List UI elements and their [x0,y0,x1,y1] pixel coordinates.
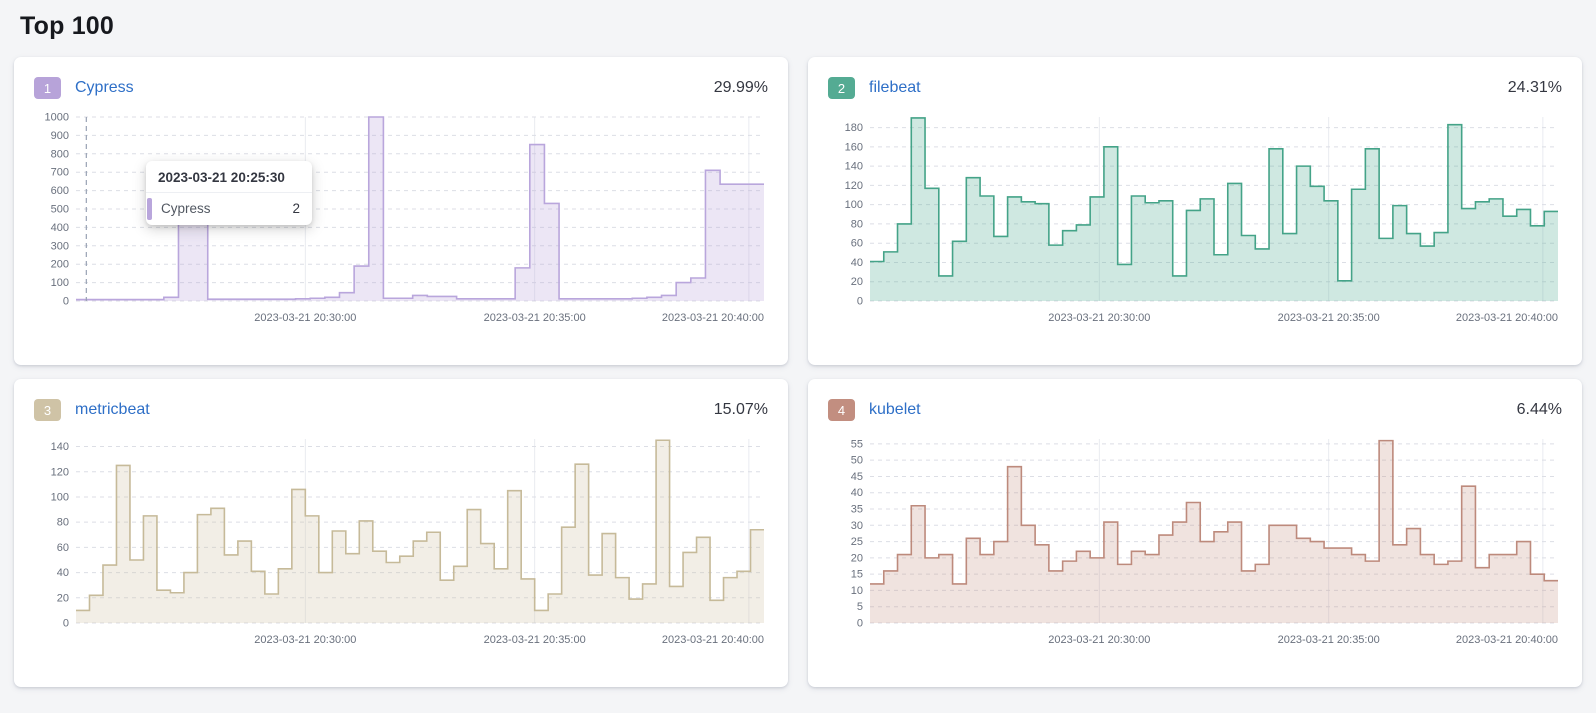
chart-card-kubelet: 4 kubelet 6.44% 0 5 10 15 20 25 30 35 40 45 50 55 20… [808,379,1582,687]
svg-text:600: 600 [51,185,69,197]
svg-text:80: 80 [57,517,69,529]
card-header: 4 kubelet 6.44% [828,397,1562,423]
chart-card-metricbeat: 3 metricbeat 15.07% 0 20 40 60 80 100 120 140 20… [14,379,788,687]
svg-text:10: 10 [851,585,863,597]
svg-text:1000: 1000 [45,112,69,124]
svg-text:40: 40 [851,257,863,269]
rank-badge: 2 [828,77,855,99]
svg-text:0: 0 [857,296,863,308]
series-name-link[interactable]: metricbeat [75,401,150,418]
svg-text:120: 120 [845,180,863,192]
svg-text:2023-03-21 20:30:00: 2023-03-21 20:30:00 [1048,634,1150,646]
chart-card-filebeat: 2 filebeat 24.31% 0 20 40 60 80 100 120 140 160 1… [808,57,1582,365]
chart-tooltip: 2023-03-21 20:25:30 Cypress 2 [146,161,312,225]
svg-text:160: 160 [845,141,863,153]
rank-badge: 3 [34,399,61,421]
svg-text:55: 55 [851,438,863,450]
svg-text:25: 25 [851,536,863,548]
svg-text:2023-03-21 20:35:00: 2023-03-21 20:35:00 [484,634,586,646]
svg-text:2023-03-21 20:35:00: 2023-03-21 20:35:00 [484,312,586,324]
svg-text:0: 0 [857,618,863,630]
chart-area[interactable]: 0 20 40 60 80 100 120 140 2023-03-21 20:30:00 202… [34,431,768,658]
svg-text:500: 500 [51,204,69,216]
svg-text:20: 20 [851,552,863,564]
svg-text:700: 700 [51,167,69,179]
tooltip-series-label: Cypress [161,201,211,216]
svg-text:40: 40 [57,567,69,579]
svg-text:15: 15 [851,569,863,581]
tooltip-timestamp: 2023-03-21 20:25:30 [146,161,312,193]
svg-text:120: 120 [51,466,69,478]
svg-text:2023-03-21 20:35:00: 2023-03-21 20:35:00 [1278,312,1380,324]
chart-card-cypress: 1 Cypress 29.99% 2023-03-21 20:25:30 Cyp… [14,57,788,365]
series-name-link[interactable]: filebeat [869,79,921,96]
svg-text:400: 400 [51,222,69,234]
svg-text:2023-03-21 20:40:00: 2023-03-21 20:40:00 [1456,634,1558,646]
tooltip-series-marker [147,198,152,220]
svg-text:900: 900 [51,130,69,142]
svg-text:35: 35 [851,504,863,516]
svg-text:140: 140 [845,161,863,173]
chart-grid: 1 Cypress 29.99% 2023-03-21 20:25:30 Cyp… [14,57,1582,687]
chart-area[interactable]: 0 5 10 15 20 25 30 35 40 45 50 55 2023-03-21 20:30:0… [828,431,1562,658]
tooltip-series-value: 2 [292,201,300,216]
card-header: 1 Cypress 29.99% [34,75,768,101]
svg-text:200: 200 [51,259,69,271]
chart-area[interactable]: 2023-03-21 20:25:30 Cypress 2 0 100 200 300… [34,109,768,336]
svg-text:2023-03-21 20:40:00: 2023-03-21 20:40:00 [662,312,764,324]
svg-text:2023-03-21 20:35:00: 2023-03-21 20:35:00 [1278,634,1380,646]
svg-text:300: 300 [51,240,69,252]
svg-text:20: 20 [57,592,69,604]
svg-text:2023-03-21 20:40:00: 2023-03-21 20:40:00 [1456,312,1558,324]
page-title: Top 100 [20,12,115,40]
rank-badge: 4 [828,399,855,421]
svg-text:80: 80 [851,218,863,230]
svg-text:5: 5 [857,601,863,613]
svg-text:180: 180 [845,122,863,134]
svg-text:60: 60 [851,238,863,250]
svg-text:60: 60 [57,542,69,554]
page: Top 100 1 Cypress 29.99% 2023-03-21 20:2… [14,12,1582,687]
svg-text:100: 100 [51,277,69,289]
rank-badge: 1 [34,77,61,99]
svg-text:100: 100 [51,491,69,503]
svg-text:2023-03-21 20:30:00: 2023-03-21 20:30:00 [1048,312,1150,324]
series-name-link[interactable]: kubelet [869,401,921,418]
svg-text:50: 50 [851,455,863,467]
svg-text:100: 100 [845,199,863,211]
card-header: 3 metricbeat 15.07% [34,397,768,423]
svg-text:0: 0 [63,296,69,308]
svg-text:45: 45 [851,471,863,483]
svg-text:0: 0 [63,618,69,630]
svg-text:20: 20 [851,276,863,288]
percent-value: 24.31% [1507,79,1562,96]
series-name-link[interactable]: Cypress [75,79,134,96]
svg-text:2023-03-21 20:40:00: 2023-03-21 20:40:00 [662,634,764,646]
percent-value: 6.44% [1516,401,1562,418]
percent-value: 15.07% [713,401,768,418]
svg-text:30: 30 [851,520,863,532]
svg-text:140: 140 [51,441,69,453]
chart-area[interactable]: 0 20 40 60 80 100 120 140 160 180 2023-03-21 20:30… [828,109,1562,336]
card-header: 2 filebeat 24.31% [828,75,1562,101]
svg-text:2023-03-21 20:30:00: 2023-03-21 20:30:00 [254,312,356,324]
svg-text:40: 40 [851,487,863,499]
tooltip-row: Cypress 2 [146,193,312,225]
svg-text:800: 800 [51,148,69,160]
svg-text:2023-03-21 20:30:00: 2023-03-21 20:30:00 [254,634,356,646]
percent-value: 29.99% [713,79,768,96]
